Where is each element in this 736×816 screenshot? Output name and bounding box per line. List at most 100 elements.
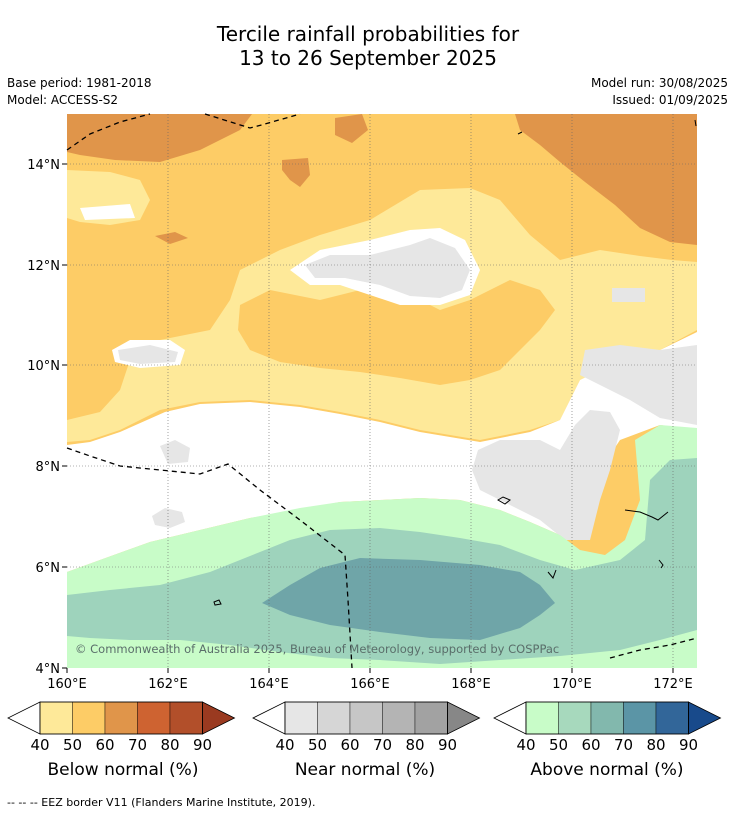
base-period: Base period: 1981-2018 bbox=[7, 76, 152, 90]
above-swatch bbox=[590, 701, 624, 735]
near-tick-label: 80 bbox=[405, 736, 424, 754]
island-1 bbox=[213, 599, 222, 606]
islands bbox=[213, 119, 697, 606]
above-arrow-low bbox=[493, 701, 527, 735]
near-swatch bbox=[414, 701, 448, 735]
meta-right: Model run: 30/08/2025 Issued: 01/09/2025 bbox=[591, 75, 728, 109]
below-arrow-low bbox=[7, 701, 41, 735]
island-5 bbox=[658, 559, 664, 569]
below-swatch bbox=[169, 701, 203, 735]
below-tick-label: 50 bbox=[63, 736, 82, 754]
colorbar-near: 40 50 60 70 80 90 bbox=[252, 701, 481, 754]
field-near-40-ne bbox=[612, 288, 645, 302]
above-swatch bbox=[558, 701, 592, 735]
copyright-text: © Commonwealth of Australia 2025, Bureau… bbox=[75, 642, 559, 656]
map-fields bbox=[67, 114, 697, 668]
gridlines bbox=[67, 114, 697, 668]
field-below-60-spot-2 bbox=[335, 114, 368, 143]
near-outline bbox=[284, 701, 448, 735]
above-tick-label: 90 bbox=[679, 736, 698, 754]
near-arrow-low bbox=[252, 701, 286, 735]
above-swatch bbox=[655, 701, 689, 735]
field-near-40-west bbox=[118, 345, 178, 364]
lat-tick-label: 10°N bbox=[27, 359, 60, 374]
chart-title: Tercile rainfall probabilities for 13 to… bbox=[0, 22, 736, 70]
lon-tick-label: 164°E bbox=[249, 677, 289, 692]
legend-below-label: Below normal (%) bbox=[47, 760, 199, 780]
above-arrow-high bbox=[688, 701, 722, 735]
above-tick-label: 60 bbox=[581, 736, 600, 754]
eez-border-mid bbox=[66, 447, 353, 669]
field-below-60-spot bbox=[282, 158, 310, 187]
near-swatch bbox=[382, 701, 416, 735]
below-tick-label: 80 bbox=[160, 736, 179, 754]
above-tick-label: 50 bbox=[549, 736, 568, 754]
colorbar-above: 40 50 60 70 80 90 bbox=[493, 701, 722, 754]
island-7 bbox=[694, 119, 697, 127]
eez-border-north bbox=[66, 113, 301, 151]
lon-tick-label: 166°E bbox=[350, 677, 390, 692]
below-tick-label: 90 bbox=[193, 736, 212, 754]
issued-date: Issued: 01/09/2025 bbox=[612, 93, 728, 107]
lat-tick-label: 6°N bbox=[36, 561, 61, 576]
below-tick-label: 40 bbox=[30, 736, 49, 754]
near-tick-label: 50 bbox=[308, 736, 327, 754]
near-arrow-high bbox=[447, 701, 481, 735]
near-tick-label: 70 bbox=[373, 736, 392, 754]
tercile-map: 14°N 12°N 10°N 8°N 6°N 4°N 160°E 162°E 164°E 166… bbox=[27, 113, 698, 692]
below-swatch bbox=[137, 701, 171, 735]
island-2 bbox=[497, 496, 511, 505]
above-swatch bbox=[525, 701, 559, 735]
legend-near-label: Near normal (%) bbox=[294, 760, 436, 780]
near-swatch bbox=[284, 701, 318, 735]
near-swatch bbox=[349, 701, 383, 735]
model-name: Model: ACCESS-S2 bbox=[7, 93, 119, 107]
below-outline bbox=[39, 701, 203, 735]
below-tick-label: 70 bbox=[128, 736, 147, 754]
lat-tick-label: 12°N bbox=[27, 259, 60, 274]
field-below-60-spot-3 bbox=[155, 232, 188, 244]
field-below-60-northeast bbox=[515, 114, 697, 245]
below-swatch bbox=[72, 701, 106, 735]
field-near-40-south bbox=[152, 508, 185, 528]
island-6 bbox=[517, 131, 523, 135]
below-swatch bbox=[104, 701, 138, 735]
lon-tick-label: 172°E bbox=[653, 677, 693, 692]
legend-above-label: Above normal (%) bbox=[530, 760, 684, 780]
above-tick-label: 80 bbox=[646, 736, 665, 754]
lat-tick-label: 4°N bbox=[36, 662, 61, 677]
field-near-40-north bbox=[305, 238, 470, 298]
field-near-40-mid bbox=[160, 440, 190, 464]
below-arrow-high bbox=[202, 701, 236, 735]
below-tick-label: 60 bbox=[95, 736, 114, 754]
lat-tick-label: 14°N bbox=[27, 158, 60, 173]
above-tick-label: 70 bbox=[614, 736, 633, 754]
field-above-60 bbox=[262, 558, 555, 640]
longitude-labels: 160°E 162°E 164°E 166°E 168°E 170°E 172°E bbox=[47, 668, 693, 692]
colorbars: 40 50 60 70 80 90 40 50 60 70 80 90 40 50 60 70 80 90 bbox=[7, 701, 722, 754]
lat-tick-label: 8°N bbox=[36, 460, 61, 475]
lon-tick-label: 160°E bbox=[47, 677, 87, 692]
lon-tick-label: 162°E bbox=[148, 677, 188, 692]
below-swatch bbox=[39, 701, 73, 735]
colorbar-below: 40 50 60 70 80 90 bbox=[7, 701, 236, 754]
lon-tick-label: 168°E bbox=[451, 677, 491, 692]
field-no-dominant-small bbox=[80, 204, 135, 220]
lon-tick-label: 170°E bbox=[552, 677, 592, 692]
near-tick-label: 40 bbox=[275, 736, 294, 754]
above-tick-label: 40 bbox=[516, 736, 535, 754]
island-3 bbox=[624, 509, 669, 521]
title-line-1: Tercile rainfall probabilities for bbox=[216, 22, 520, 46]
model-run: Model run: 30/08/2025 bbox=[590, 76, 728, 90]
title-line-2: 13 to 26 September 2025 bbox=[239, 46, 497, 70]
field-below-60-north bbox=[67, 114, 252, 162]
above-outline bbox=[525, 701, 689, 735]
near-tick-label: 60 bbox=[340, 736, 359, 754]
latitude-labels: 14°N 12°N 10°N 8°N 6°N 4°N bbox=[27, 158, 67, 677]
above-swatch bbox=[623, 701, 657, 735]
field-near-40-east bbox=[472, 410, 620, 540]
island-4 bbox=[547, 569, 557, 579]
eez-footnote: -- -- -- EEZ border V11 (Flanders Marine… bbox=[7, 796, 316, 809]
meta-left: Base period: 1981-2018 Model: ACCESS-S2 bbox=[7, 75, 152, 109]
near-swatch bbox=[317, 701, 351, 735]
